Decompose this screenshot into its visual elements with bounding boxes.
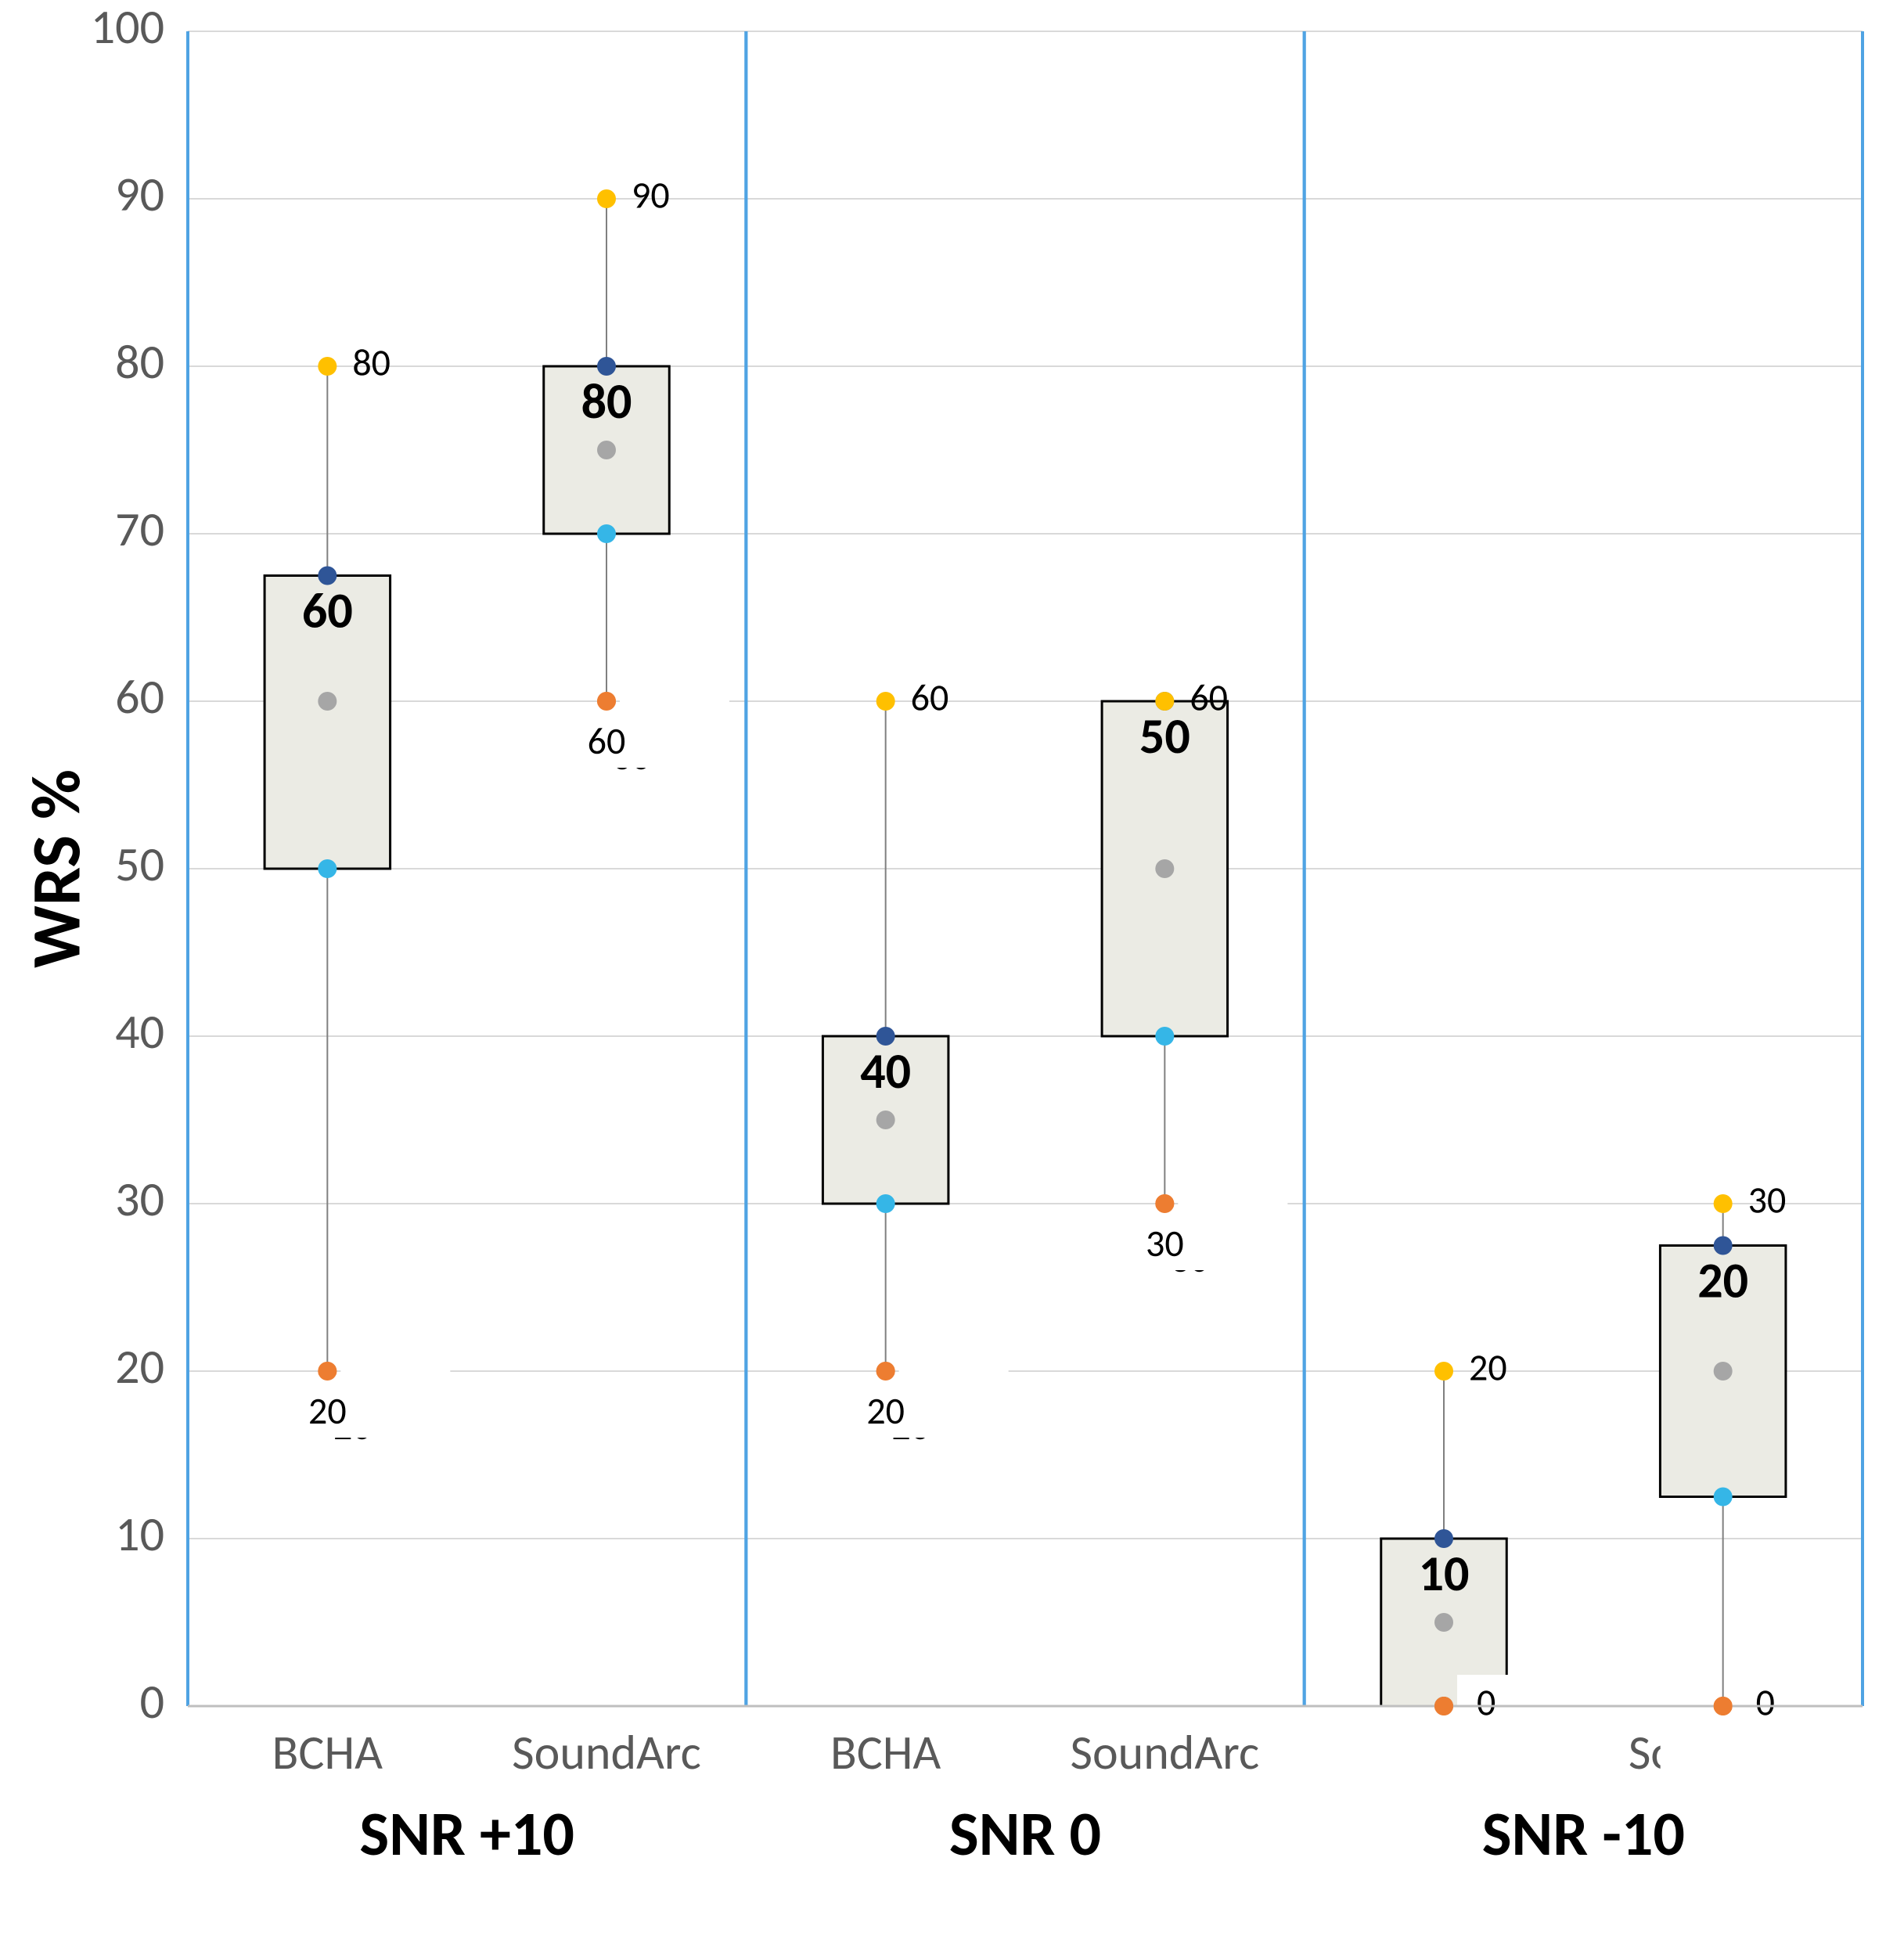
mean-marker	[318, 692, 337, 711]
y-tick-label: 80	[115, 332, 164, 391]
y-tick-label: 90	[115, 164, 164, 224]
max-marker	[876, 692, 895, 711]
x-category-label: BCHA	[830, 1723, 941, 1782]
max-label: 80	[352, 339, 391, 385]
y-tick-label: 60	[115, 667, 164, 726]
max-label: 60	[1190, 674, 1228, 720]
mean-marker	[1155, 859, 1174, 878]
median-label: 50	[1139, 706, 1190, 767]
max-label: 30	[1748, 1176, 1787, 1222]
boxplot-chart: 0102030405060708090100WRS %BCHASoundArcS…	[0, 0, 1904, 1944]
max-label: 90	[632, 171, 670, 218]
max-marker	[318, 357, 337, 376]
max-label: 20	[1469, 1344, 1507, 1390]
y-tick-label: 40	[115, 1002, 164, 1061]
median-label: 20	[1697, 1251, 1748, 1312]
y-tick-label: 50	[115, 834, 164, 894]
q1-marker	[1714, 1488, 1733, 1507]
max-marker	[1714, 1194, 1733, 1213]
x-category-label: BCHA	[272, 1723, 383, 1782]
max-marker	[597, 189, 616, 208]
x-group-label: SNR -10	[1482, 1796, 1685, 1872]
median-label: 40	[860, 1041, 911, 1102]
max-label: 60	[911, 674, 949, 720]
x-category-label: SoundArc	[512, 1723, 701, 1782]
y-tick-label: 0	[140, 1672, 164, 1731]
x-group-label: SNR +10	[359, 1796, 574, 1872]
min-label: 20	[308, 1388, 347, 1434]
min-label: 0	[1756, 1679, 1775, 1725]
min-label: 60	[588, 718, 626, 764]
q1-marker	[1155, 1027, 1174, 1046]
median-label: 10	[1419, 1543, 1470, 1604]
y-axis-label: WRS %	[13, 769, 98, 968]
q1-marker	[876, 1194, 895, 1213]
min-label: 30	[1146, 1220, 1184, 1266]
mean-marker	[1434, 1613, 1453, 1632]
x-category-label: SoundArc	[1070, 1723, 1259, 1782]
y-tick-label: 20	[115, 1337, 164, 1396]
max-marker	[1434, 1362, 1453, 1381]
y-tick-label: 10	[115, 1504, 164, 1564]
x-group-label: SNR 0	[949, 1796, 1101, 1872]
y-tick-label: 100	[91, 0, 164, 56]
q1-marker	[318, 859, 337, 878]
mean-marker	[876, 1111, 895, 1129]
mean-marker	[1714, 1362, 1733, 1381]
y-tick-label: 30	[115, 1169, 164, 1229]
median-label: 60	[302, 581, 353, 642]
y-tick-label: 70	[115, 499, 164, 559]
median-label: 80	[581, 371, 632, 432]
min-label: 0	[1477, 1679, 1495, 1725]
min-label: 20	[866, 1388, 905, 1434]
mean-marker	[597, 441, 616, 459]
q1-marker	[597, 524, 616, 543]
chart-svg: 0102030405060708090100WRS %BCHASoundArcS…	[0, 0, 1904, 1944]
